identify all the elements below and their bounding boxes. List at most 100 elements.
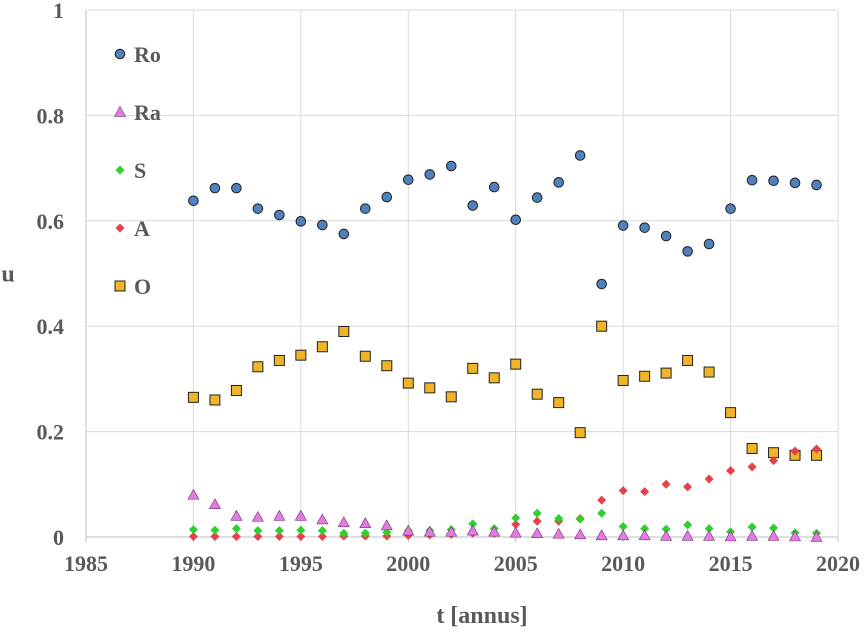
series-s xyxy=(188,508,822,538)
data-point-o xyxy=(381,360,393,372)
data-point-ro xyxy=(660,230,672,242)
data-point-s xyxy=(747,522,757,532)
x-tick-label: 2000 xyxy=(386,551,430,576)
data-point-ra xyxy=(703,529,716,541)
data-point-o xyxy=(725,407,737,419)
data-point-ra xyxy=(617,529,630,541)
data-point-o xyxy=(316,341,328,353)
data-point-o xyxy=(574,427,586,439)
data-point-ro xyxy=(274,209,285,221)
data-point-ro xyxy=(252,203,264,214)
data-point-a xyxy=(511,519,521,529)
data-point-o xyxy=(273,354,285,366)
x-tick-label: 2010 xyxy=(601,551,645,576)
data-point-ro xyxy=(338,228,350,240)
x-tick-label: 1995 xyxy=(279,551,323,576)
data-point-ro xyxy=(811,179,822,191)
data-point-a xyxy=(790,446,800,456)
data-point-ra xyxy=(767,529,780,541)
data-point-ra xyxy=(509,526,522,538)
axes: 1985 1990 1995 2000 2005 2010 2015 2020 0 0.2 0.4 0… xyxy=(37,0,861,576)
data-point-ra xyxy=(531,527,544,539)
data-point-a xyxy=(532,516,542,526)
data-point-a xyxy=(188,531,198,541)
y-axis-title: u xyxy=(1,262,14,288)
legend-marker-ro xyxy=(114,48,126,60)
data-point-o xyxy=(295,349,307,361)
data-point-ro xyxy=(596,278,607,290)
data-point-ra xyxy=(445,525,458,537)
legend-marker-ra xyxy=(113,105,127,117)
legend-label-o: O xyxy=(134,274,151,299)
data-point-ra xyxy=(187,488,200,500)
data-point-a xyxy=(597,495,607,505)
data-point-a xyxy=(274,531,284,541)
data-point-s xyxy=(231,524,241,534)
data-point-o xyxy=(424,382,436,394)
data-point-s xyxy=(360,528,370,538)
data-point-a xyxy=(769,456,779,466)
data-point-ra xyxy=(595,529,608,541)
data-point-o xyxy=(187,391,199,403)
data-point-ro xyxy=(510,214,522,226)
data-point-ra xyxy=(660,529,673,541)
legend: Ro Ra S A O xyxy=(113,42,161,299)
y-tick-label: 0.8 xyxy=(37,103,65,128)
data-point-a xyxy=(210,531,220,541)
legend-label-s: S xyxy=(134,158,146,183)
data-point-a xyxy=(704,474,714,484)
data-point-a xyxy=(661,479,671,489)
x-axis-title: t [annus] xyxy=(436,603,527,629)
data-point-a xyxy=(317,531,327,541)
data-point-ro xyxy=(553,177,564,188)
data-point-ro xyxy=(488,181,500,193)
data-point-ra xyxy=(359,517,372,528)
data-point-o xyxy=(639,370,651,382)
data-point-a xyxy=(726,466,736,476)
x-tick-label: 2005 xyxy=(494,551,538,576)
data-point-s xyxy=(575,514,585,524)
data-point-s xyxy=(511,513,521,523)
data-point-o xyxy=(746,442,758,454)
data-point-o xyxy=(209,394,221,406)
data-point-a xyxy=(231,531,241,541)
data-point-ra xyxy=(466,524,479,536)
data-point-ro xyxy=(402,174,414,185)
data-point-o xyxy=(660,367,672,379)
data-point-ra xyxy=(488,525,501,537)
legend-marker-a xyxy=(115,223,125,233)
legend-marker-o xyxy=(114,280,126,292)
data-point-ra xyxy=(273,509,286,521)
series-a xyxy=(188,444,822,541)
data-point-ro xyxy=(188,195,199,207)
data-point-ro xyxy=(531,192,543,203)
data-point-ra xyxy=(681,529,694,541)
data-point-ra xyxy=(316,513,329,525)
data-point-ro xyxy=(703,238,715,250)
data-point-ro xyxy=(424,169,436,180)
data-point-s xyxy=(618,521,628,531)
data-point-ra xyxy=(423,525,436,537)
data-point-ra xyxy=(402,524,415,536)
data-point-ro xyxy=(209,182,221,194)
data-point-ra xyxy=(724,530,737,542)
data-point-ro xyxy=(617,220,629,231)
data-point-ra xyxy=(789,530,802,542)
data-point-s xyxy=(661,524,671,534)
data-point-ro xyxy=(725,203,736,214)
legend-label-a: A xyxy=(134,216,150,241)
data-point-o xyxy=(252,361,264,373)
x-tick-label: 1985 xyxy=(64,551,108,576)
x-tick-label: 2015 xyxy=(709,551,753,576)
data-point-s xyxy=(769,523,779,533)
legend-label-ro: Ro xyxy=(134,42,161,67)
data-point-ra xyxy=(380,519,393,531)
data-point-ra xyxy=(574,528,587,540)
data-point-o xyxy=(230,384,242,396)
data-point-o xyxy=(510,358,522,370)
data-point-o xyxy=(467,362,479,374)
legend-label-ra: Ra xyxy=(134,100,161,125)
data-point-a xyxy=(747,462,757,472)
data-point-o xyxy=(703,366,715,378)
